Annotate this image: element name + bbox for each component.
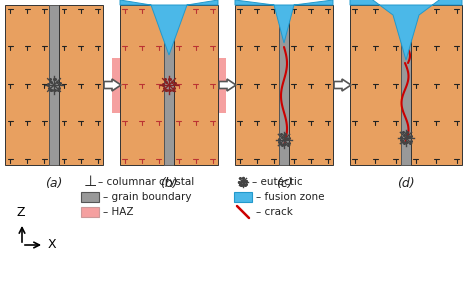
Text: – crack: – crack	[256, 207, 293, 217]
Text: X: X	[48, 238, 56, 251]
Bar	[174, 5, 218, 165]
Text: – columnar crystal: – columnar crystal	[98, 177, 194, 187]
Text: Z: Z	[17, 206, 25, 219]
Bar	[112, 58, 226, 113]
Text: (d): (d)	[397, 177, 415, 190]
Bar	[5, 5, 49, 165]
Bar	[120, 5, 164, 165]
Polygon shape	[334, 79, 351, 91]
Text: – eutectic: – eutectic	[252, 177, 302, 187]
Bar	[81, 192, 99, 202]
Text: ⊥: ⊥	[83, 175, 97, 190]
Bar	[235, 5, 279, 165]
Bar	[49, 5, 59, 165]
Bar	[401, 5, 411, 165]
Polygon shape	[104, 79, 121, 91]
Polygon shape	[120, 0, 218, 55]
Bar	[279, 5, 289, 165]
Text: – fusion zone: – fusion zone	[256, 192, 325, 202]
Bar	[350, 5, 401, 165]
Bar	[164, 5, 174, 165]
Text: – HAZ: – HAZ	[103, 207, 134, 217]
Text: (c): (c)	[276, 177, 292, 190]
Bar	[411, 5, 462, 165]
Text: (a): (a)	[46, 177, 63, 190]
Text: (b): (b)	[160, 177, 178, 190]
Polygon shape	[219, 79, 236, 91]
Polygon shape	[235, 0, 333, 43]
Bar	[59, 5, 103, 165]
Polygon shape	[350, 0, 462, 60]
Bar	[234, 192, 252, 202]
Text: – grain boundary: – grain boundary	[103, 192, 191, 202]
Bar	[81, 207, 99, 217]
Bar	[289, 5, 333, 165]
